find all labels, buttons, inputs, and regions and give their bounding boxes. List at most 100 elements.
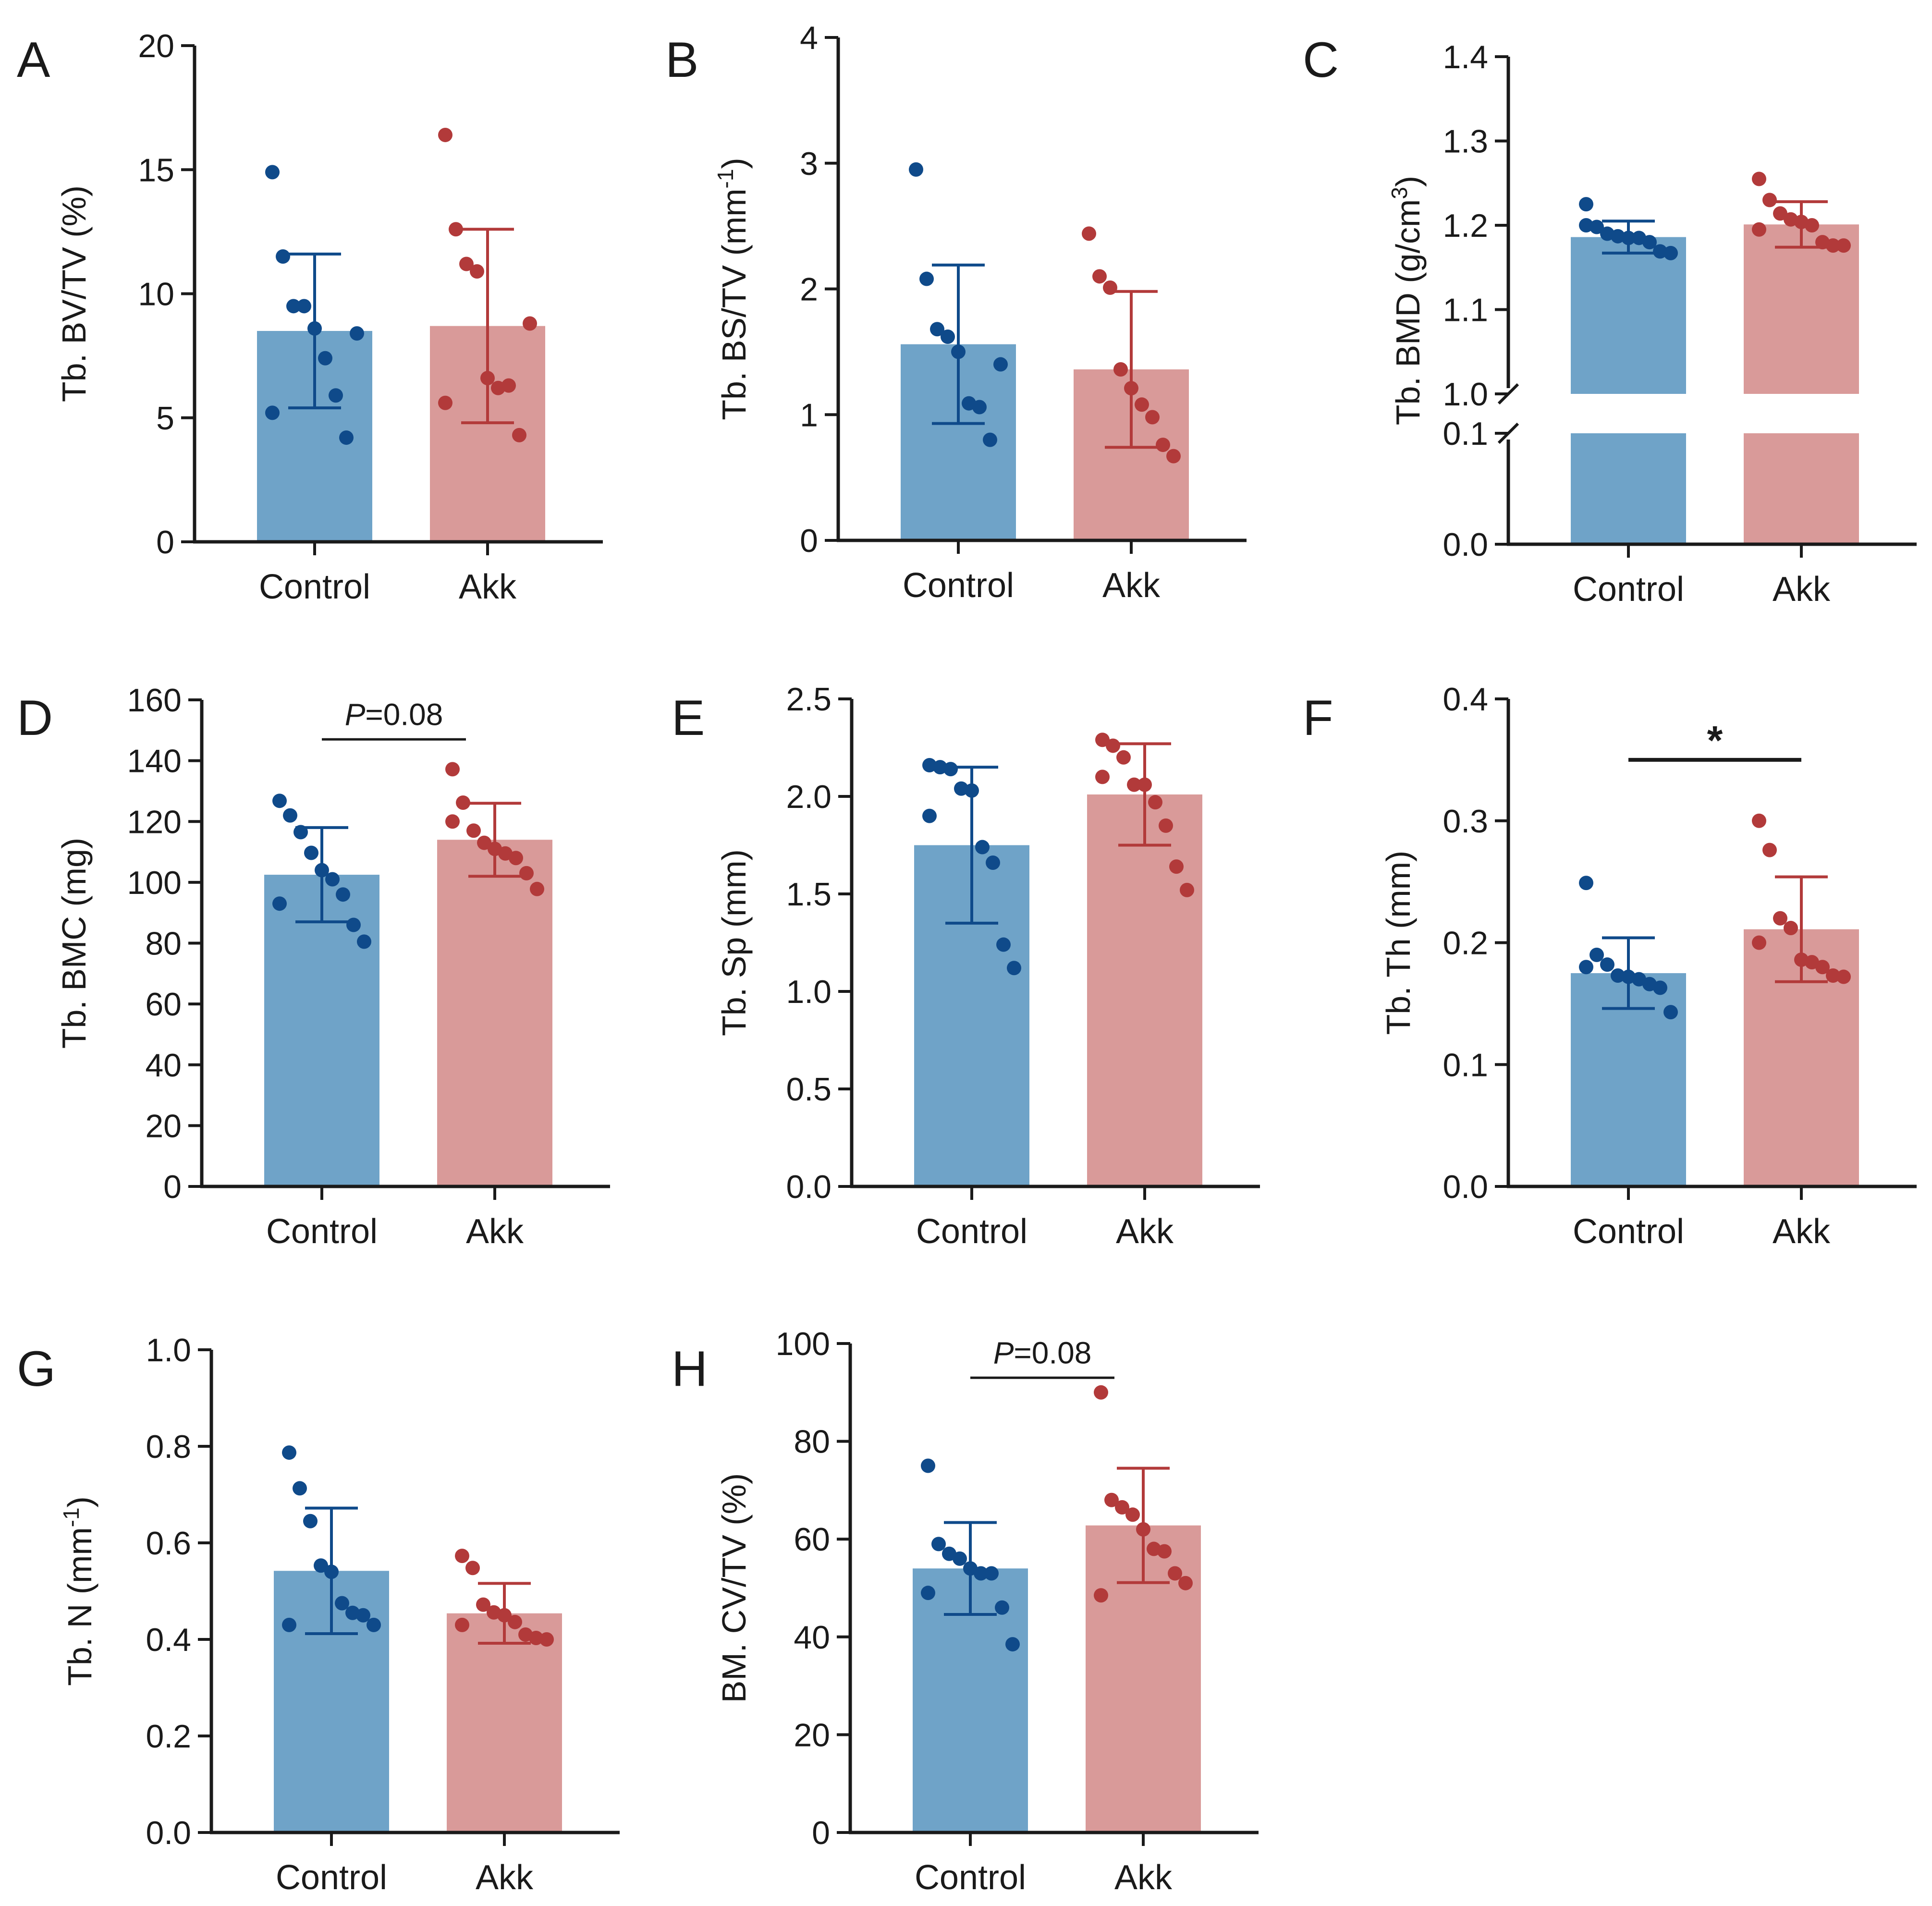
bar-control-lower	[1571, 433, 1686, 544]
data-point-akk	[529, 1630, 543, 1645]
x-tick-label-control: Control	[266, 1212, 378, 1251]
y-tick-label: 80	[145, 926, 182, 962]
data-point-akk	[1127, 777, 1141, 792]
bar-akk-lower	[1744, 433, 1859, 544]
data-point-akk	[1762, 193, 1777, 208]
data-point-control	[1590, 947, 1604, 962]
y-tick-label: 0.0	[786, 1169, 831, 1205]
data-point-control	[276, 249, 290, 264]
bar-akk	[447, 1613, 562, 1833]
data-point-akk	[1092, 269, 1107, 284]
data-point-akk	[1095, 733, 1110, 747]
bar-akk	[437, 840, 552, 1186]
x-tick-label-akk: Akk	[1773, 1212, 1831, 1251]
bar-control-upper	[1571, 237, 1686, 394]
y-tick-label: 20	[138, 28, 174, 64]
panel-letter: D	[17, 690, 53, 746]
panel-e: E 0.0 0.5 1.0 1.5 2.0 2.5 Control Akk Tb. Sp (mm)	[672, 681, 1260, 1251]
data-point-akk	[519, 866, 534, 880]
data-point-control	[346, 917, 361, 932]
y-tick-label: 1.2	[1443, 208, 1488, 244]
data-point-control	[283, 808, 297, 823]
y-tick-label: 0.1	[1443, 1047, 1488, 1083]
y-tick-label: 0	[156, 524, 174, 561]
data-point-control	[974, 1566, 988, 1581]
y-tick-label: 0.3	[1443, 803, 1488, 840]
data-point-control	[919, 271, 934, 286]
y-axis-label-main: Tb. BV/TV (%)	[55, 185, 93, 402]
data-point-akk	[1094, 1588, 1108, 1603]
x-tick-label-control: Control	[1573, 1212, 1684, 1251]
y-tick-label: 0.6	[146, 1525, 191, 1562]
data-point-akk	[1166, 449, 1181, 464]
panel-letter: C	[1303, 32, 1339, 88]
data-point-control	[972, 400, 987, 415]
data-point-akk	[438, 395, 452, 410]
y-tick-label: 1.0	[146, 1332, 191, 1368]
data-point-akk	[1145, 410, 1160, 425]
data-point-control	[1579, 197, 1593, 212]
y-tick-label: 2.5	[786, 681, 831, 718]
y-tick-label: 2.0	[786, 779, 831, 815]
data-point-control	[1642, 235, 1657, 250]
data-point-control	[265, 165, 280, 180]
y-tick-label: 40	[794, 1619, 830, 1656]
data-point-akk	[466, 823, 481, 838]
y-tick-label: 0.0	[146, 1815, 191, 1851]
data-point-control	[350, 326, 364, 341]
y-tick-label: 2	[800, 271, 818, 308]
data-point-akk	[508, 1614, 522, 1629]
x-tick-label-control: Control	[916, 1212, 1027, 1251]
y-tick-label: 140	[127, 743, 182, 780]
data-point-control	[367, 1617, 381, 1632]
y-tick-label: 60	[145, 986, 182, 1023]
data-point-akk	[1178, 1576, 1193, 1590]
data-point-akk	[1169, 859, 1184, 874]
data-point-control	[921, 1458, 935, 1473]
data-point-control	[318, 351, 332, 366]
data-point-akk	[509, 851, 523, 866]
data-point-control	[325, 872, 340, 887]
y-axis-label: Tb. BMC (mg)	[55, 838, 93, 1049]
y-tick-label: 5	[156, 400, 174, 437]
y-tick-label: 0.5	[786, 1071, 831, 1108]
y-axis-label: Tb. Sp (mm)	[715, 849, 753, 1036]
y-tick-label: 120	[127, 804, 182, 840]
x-tick-label-control: Control	[1573, 570, 1684, 609]
data-point-akk	[1095, 770, 1110, 784]
y-tick-label: 100	[127, 865, 182, 901]
data-point-akk	[1773, 911, 1787, 926]
y-axis-label-superscript: 3	[1387, 187, 1412, 199]
p-value-rest: =0.08	[365, 697, 443, 732]
x-tick-label-control: Control	[276, 1858, 387, 1897]
y-tick-label: 40	[145, 1047, 182, 1084]
data-point-control	[314, 1558, 328, 1573]
data-point-akk	[477, 835, 491, 850]
data-point-akk	[1836, 238, 1851, 253]
p-value-label: P=0.08	[993, 1335, 1092, 1370]
y-axis-label-end: )	[1389, 176, 1427, 187]
data-point-control	[975, 840, 990, 855]
data-point-control	[286, 299, 301, 314]
data-point-akk	[1784, 921, 1798, 936]
panel-letter: G	[17, 1341, 56, 1397]
data-point-akk	[470, 264, 484, 279]
data-point-akk	[1752, 935, 1766, 950]
data-point-akk	[1805, 218, 1819, 232]
data-point-control	[909, 162, 923, 177]
data-point-akk	[1135, 397, 1149, 412]
y-tick-label: 0.0	[1443, 526, 1488, 563]
data-point-akk	[449, 222, 463, 237]
panel-d: D 0 20 40 60 80 100 120 140 160 Control Akk Tb. BMC …	[17, 682, 610, 1251]
data-point-akk	[1159, 818, 1173, 833]
x-tick-label-akk: Akk	[1102, 566, 1161, 605]
y-tick-label: 1	[800, 397, 818, 433]
y-tick-label: 3	[800, 146, 818, 182]
y-tick-label: 0.8	[146, 1429, 191, 1465]
x-tick-label-akk: Akk	[476, 1858, 534, 1897]
y-tick-label: 0.4	[146, 1622, 191, 1658]
p-value-label: P=0.08	[345, 697, 443, 732]
y-axis-label-superscript: -1	[59, 1507, 84, 1527]
data-point-akk	[1752, 813, 1766, 828]
data-point-control	[1007, 961, 1021, 976]
